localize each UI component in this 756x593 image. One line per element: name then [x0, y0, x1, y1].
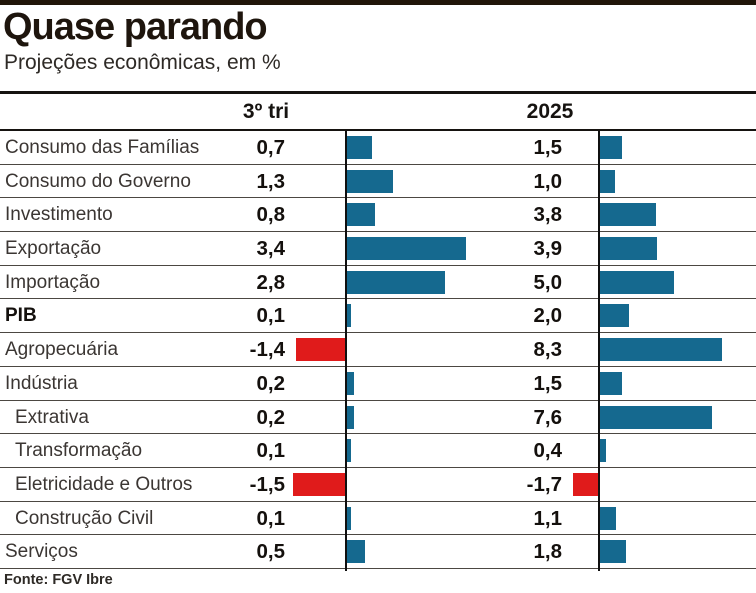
header-bottom-rule	[0, 129, 756, 131]
row-label: Investimento	[5, 204, 113, 226]
table-row: Investimento 0,8 3,8	[0, 198, 756, 233]
row-label: Serviços	[5, 541, 78, 563]
header-top-rule	[0, 91, 756, 94]
q3-value: 0,1	[256, 506, 286, 530]
y2025-value: 2,0	[533, 304, 563, 328]
q3-bar	[347, 405, 354, 429]
y2025-bar	[600, 169, 615, 193]
q3-bar	[347, 203, 375, 227]
row-label: Consumo das Famílias	[5, 137, 200, 158]
row-label: Exportação	[5, 238, 102, 260]
q3-value: 0,2	[256, 371, 286, 395]
y2025-bar	[573, 472, 598, 496]
table-row: Transformação 0,1 0,4	[0, 434, 756, 468]
y2025-bar	[600, 237, 658, 261]
q3-bar	[347, 506, 351, 530]
chart-rows: Consumo das Famílias 0,7 1,5 Consumo do …	[0, 131, 756, 569]
y2025-bar	[600, 338, 722, 362]
y2025-bar	[600, 405, 712, 429]
q3-bar	[347, 304, 351, 328]
y2025-value: 1,8	[533, 540, 563, 564]
table-row: Construção Civil 0,1 1,1	[0, 502, 756, 536]
y2025-value: 3,9	[533, 237, 563, 261]
table-row: Serviços 0,5 1,8	[0, 535, 756, 569]
row-label: Agropecuária	[5, 339, 119, 361]
q3-bar	[347, 540, 365, 564]
table-row: PIB 0,1 2,0	[0, 299, 756, 334]
y2025-value: 1,5	[533, 136, 563, 159]
y2025-value: 8,3	[533, 338, 563, 362]
y2025-value: -1,7	[526, 472, 562, 496]
q3-bar	[347, 136, 372, 159]
q3-value: 2,8	[256, 270, 286, 294]
y2025-value: 0,4	[533, 439, 563, 463]
table-row: Importação 2,8 5,0	[0, 266, 756, 300]
table-row: Consumo das Famílias 0,7 1,5	[0, 131, 756, 165]
axis-q3	[345, 131, 347, 571]
row-label: PIB	[5, 305, 37, 327]
table-row: Indústria 0,2 1,5	[0, 367, 756, 401]
top-rule	[0, 0, 756, 5]
q3-bar	[347, 439, 351, 463]
table-row: Agropecuária -1,4 8,3	[0, 333, 756, 367]
y2025-value: 1,5	[533, 371, 563, 395]
y2025-bar	[600, 439, 606, 463]
y2025-value: 3,8	[533, 203, 563, 227]
q3-value: 1,3	[256, 169, 286, 193]
y2025-bar	[600, 506, 617, 530]
y2025-value: 5,0	[533, 270, 563, 294]
column-header-2025: 2025	[526, 100, 574, 123]
q3-value: 0,1	[256, 304, 286, 328]
row-label: Consumo do Governo	[5, 170, 191, 192]
row-label: Construção Civil	[15, 507, 154, 529]
table-row: Exportação 3,4 3,9	[0, 232, 756, 266]
q3-value: -1,4	[249, 338, 285, 362]
y2025-bar	[600, 270, 674, 294]
row-label: Extrativa	[15, 406, 89, 428]
row-label: Importação	[5, 271, 101, 293]
row-label: Indústria	[5, 372, 78, 394]
q3-value: -1,5	[249, 472, 285, 496]
q3-bar	[292, 472, 345, 496]
q3-value: 0,8	[256, 203, 286, 227]
table-row: Extrativa 0,2 7,6	[0, 401, 756, 435]
q3-value: 0,5	[256, 540, 286, 564]
q3-bar	[347, 270, 445, 294]
row-label: Eletricidade e Outros	[15, 473, 193, 495]
page-subtitle: Projeções econômicas, em %	[4, 51, 281, 74]
q3-bar	[296, 338, 345, 362]
y2025-bar	[600, 304, 630, 328]
y2025-value: 1,0	[533, 169, 563, 193]
table-row: Eletricidade e Outros -1,5 -1,7	[0, 468, 756, 502]
q3-bar	[347, 371, 354, 395]
y2025-bar	[600, 136, 623, 159]
y2025-value: 1,1	[533, 506, 563, 530]
y2025-bar	[600, 371, 623, 395]
source-note: Fonte: FGV Ibre	[4, 572, 113, 588]
q3-bar	[347, 237, 466, 261]
y2025-value: 7,6	[533, 405, 563, 429]
q3-value: 0,7	[256, 136, 286, 159]
column-header-q3: 3º tri	[242, 100, 290, 123]
q3-bar	[347, 169, 393, 193]
y2025-bar	[600, 203, 656, 227]
page-title: Quase parando	[3, 6, 268, 48]
table-row: Consumo do Governo 1,3 1,0	[0, 165, 756, 199]
q3-value: 0,2	[256, 405, 286, 429]
y2025-bar	[600, 540, 627, 564]
q3-value: 0,1	[256, 439, 286, 463]
q3-value: 3,4	[256, 237, 286, 261]
axis-2025	[598, 131, 600, 571]
row-label: Transformação	[15, 440, 143, 462]
